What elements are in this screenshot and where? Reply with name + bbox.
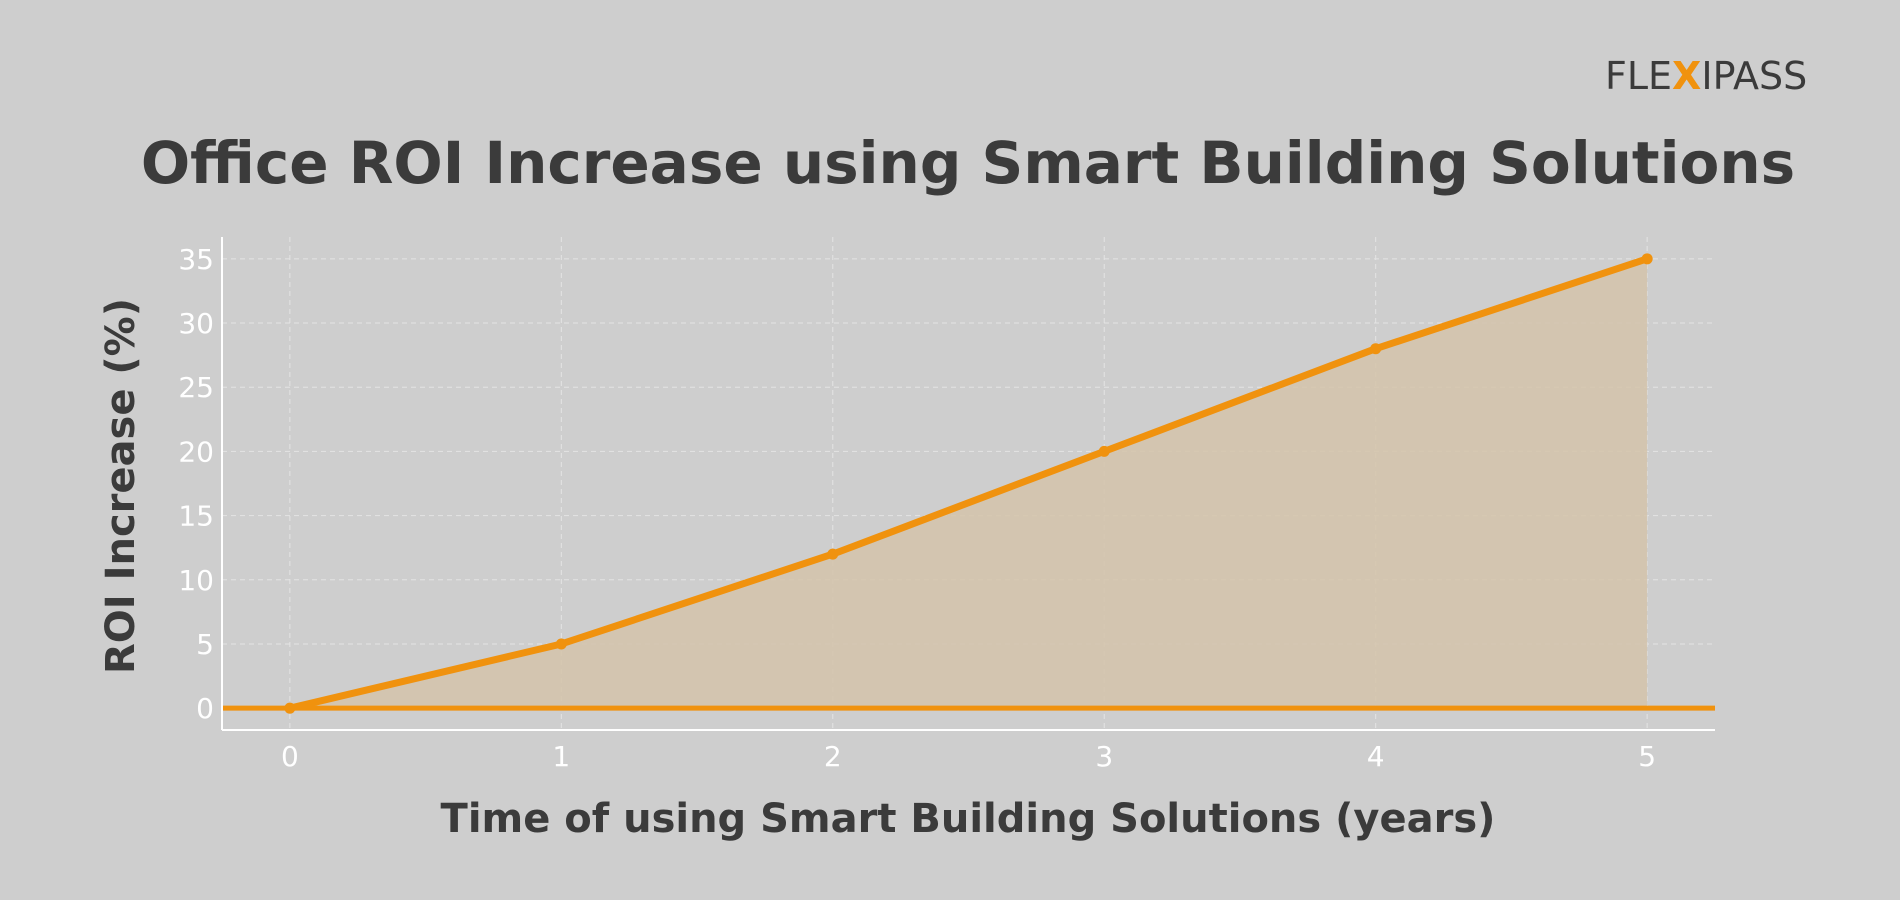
y-tick-label: 25 [178,371,214,404]
x-tick-label: 1 [552,740,570,773]
y-tick-label: 20 [178,435,214,468]
chart-title: Office ROI Increase using Smart Building… [141,129,1795,197]
data-point [1370,343,1382,355]
x-axis-label: Time of using Smart Building Solutions (… [441,796,1496,842]
y-tick-label: 5 [196,628,214,661]
data-point [827,548,839,560]
flexipass-logo: FLEXIPASS [1605,54,1807,98]
data-point [1098,445,1110,457]
x-tick-label: 0 [281,740,299,773]
x-tick-label: 3 [1095,740,1113,773]
data-point [284,702,296,714]
x-tick-label: 4 [1367,740,1385,773]
y-tick-label: 15 [178,500,214,533]
y-tick-label: 0 [196,692,214,725]
data-point [1641,253,1653,265]
x-tick-label: 2 [824,740,842,773]
tick-labels: 0 5 10 15 20 25 30 35 0 1 2 3 4 5 [178,243,1656,773]
axes [221,237,1715,731]
y-tick-label: 10 [178,564,214,597]
area-layer [222,253,1715,714]
y-axis-label: ROI Increase (%) [98,298,144,674]
series-line [286,255,1651,712]
y-tick-label: 35 [178,243,214,276]
y-tick-label: 30 [178,307,214,340]
x-tick-label: 5 [1638,740,1656,773]
data-point [555,638,567,650]
area-fill [289,258,1648,709]
